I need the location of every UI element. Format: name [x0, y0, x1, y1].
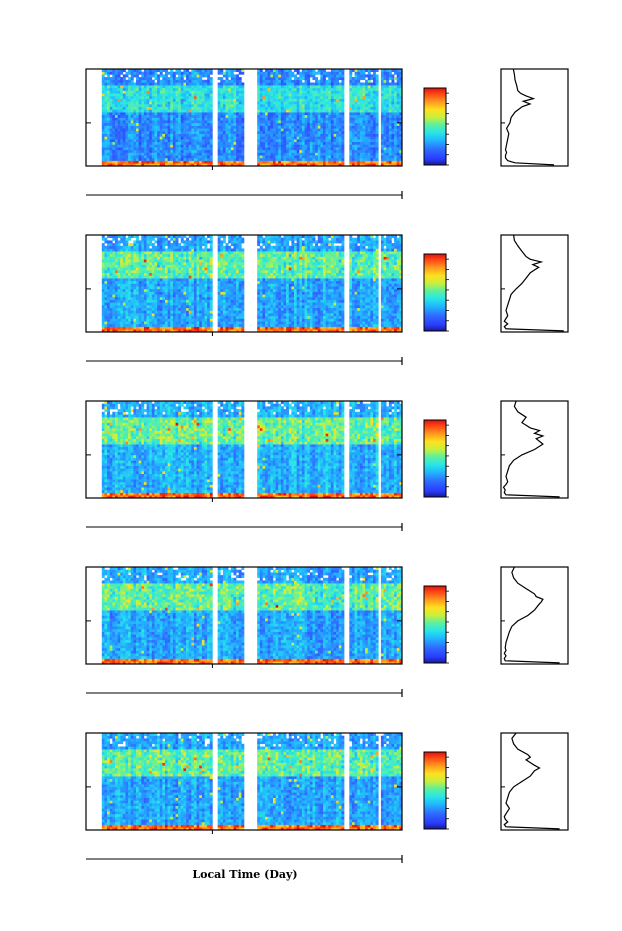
average-frame — [500, 234, 569, 333]
average-profile-line — [503, 234, 564, 332]
colorbar — [423, 253, 447, 332]
colorbar — [423, 87, 447, 166]
heatmap-frame — [85, 68, 403, 167]
panel-4 — [85, 566, 569, 697]
colorbar — [423, 585, 447, 664]
colorbar — [423, 751, 447, 830]
average-profile-line — [503, 732, 560, 830]
heatmap-cells — [101, 733, 403, 831]
average-frame — [500, 566, 569, 665]
panel-5 — [85, 732, 569, 863]
average-profile-line — [503, 566, 560, 664]
heatmap-frame — [85, 566, 403, 665]
panel-2 — [85, 234, 569, 365]
heatmap-cells — [101, 401, 403, 499]
average-profile-line — [504, 68, 555, 166]
heatmap-cells — [101, 567, 403, 665]
average-frame — [500, 732, 569, 831]
average-frame — [500, 400, 569, 499]
panel-1 — [85, 68, 569, 199]
figure-xlabel: Local Time (Day) — [192, 868, 297, 881]
average-frame — [500, 68, 569, 167]
heatmap-frame — [85, 234, 403, 333]
heatmap-frame — [85, 732, 403, 831]
average-profile-line — [502, 400, 560, 498]
heatmap-frame — [85, 400, 403, 499]
heatmap-cells — [101, 235, 403, 333]
panel-3 — [85, 400, 569, 531]
heatmap-cells — [101, 69, 403, 167]
colorbar — [423, 419, 447, 498]
